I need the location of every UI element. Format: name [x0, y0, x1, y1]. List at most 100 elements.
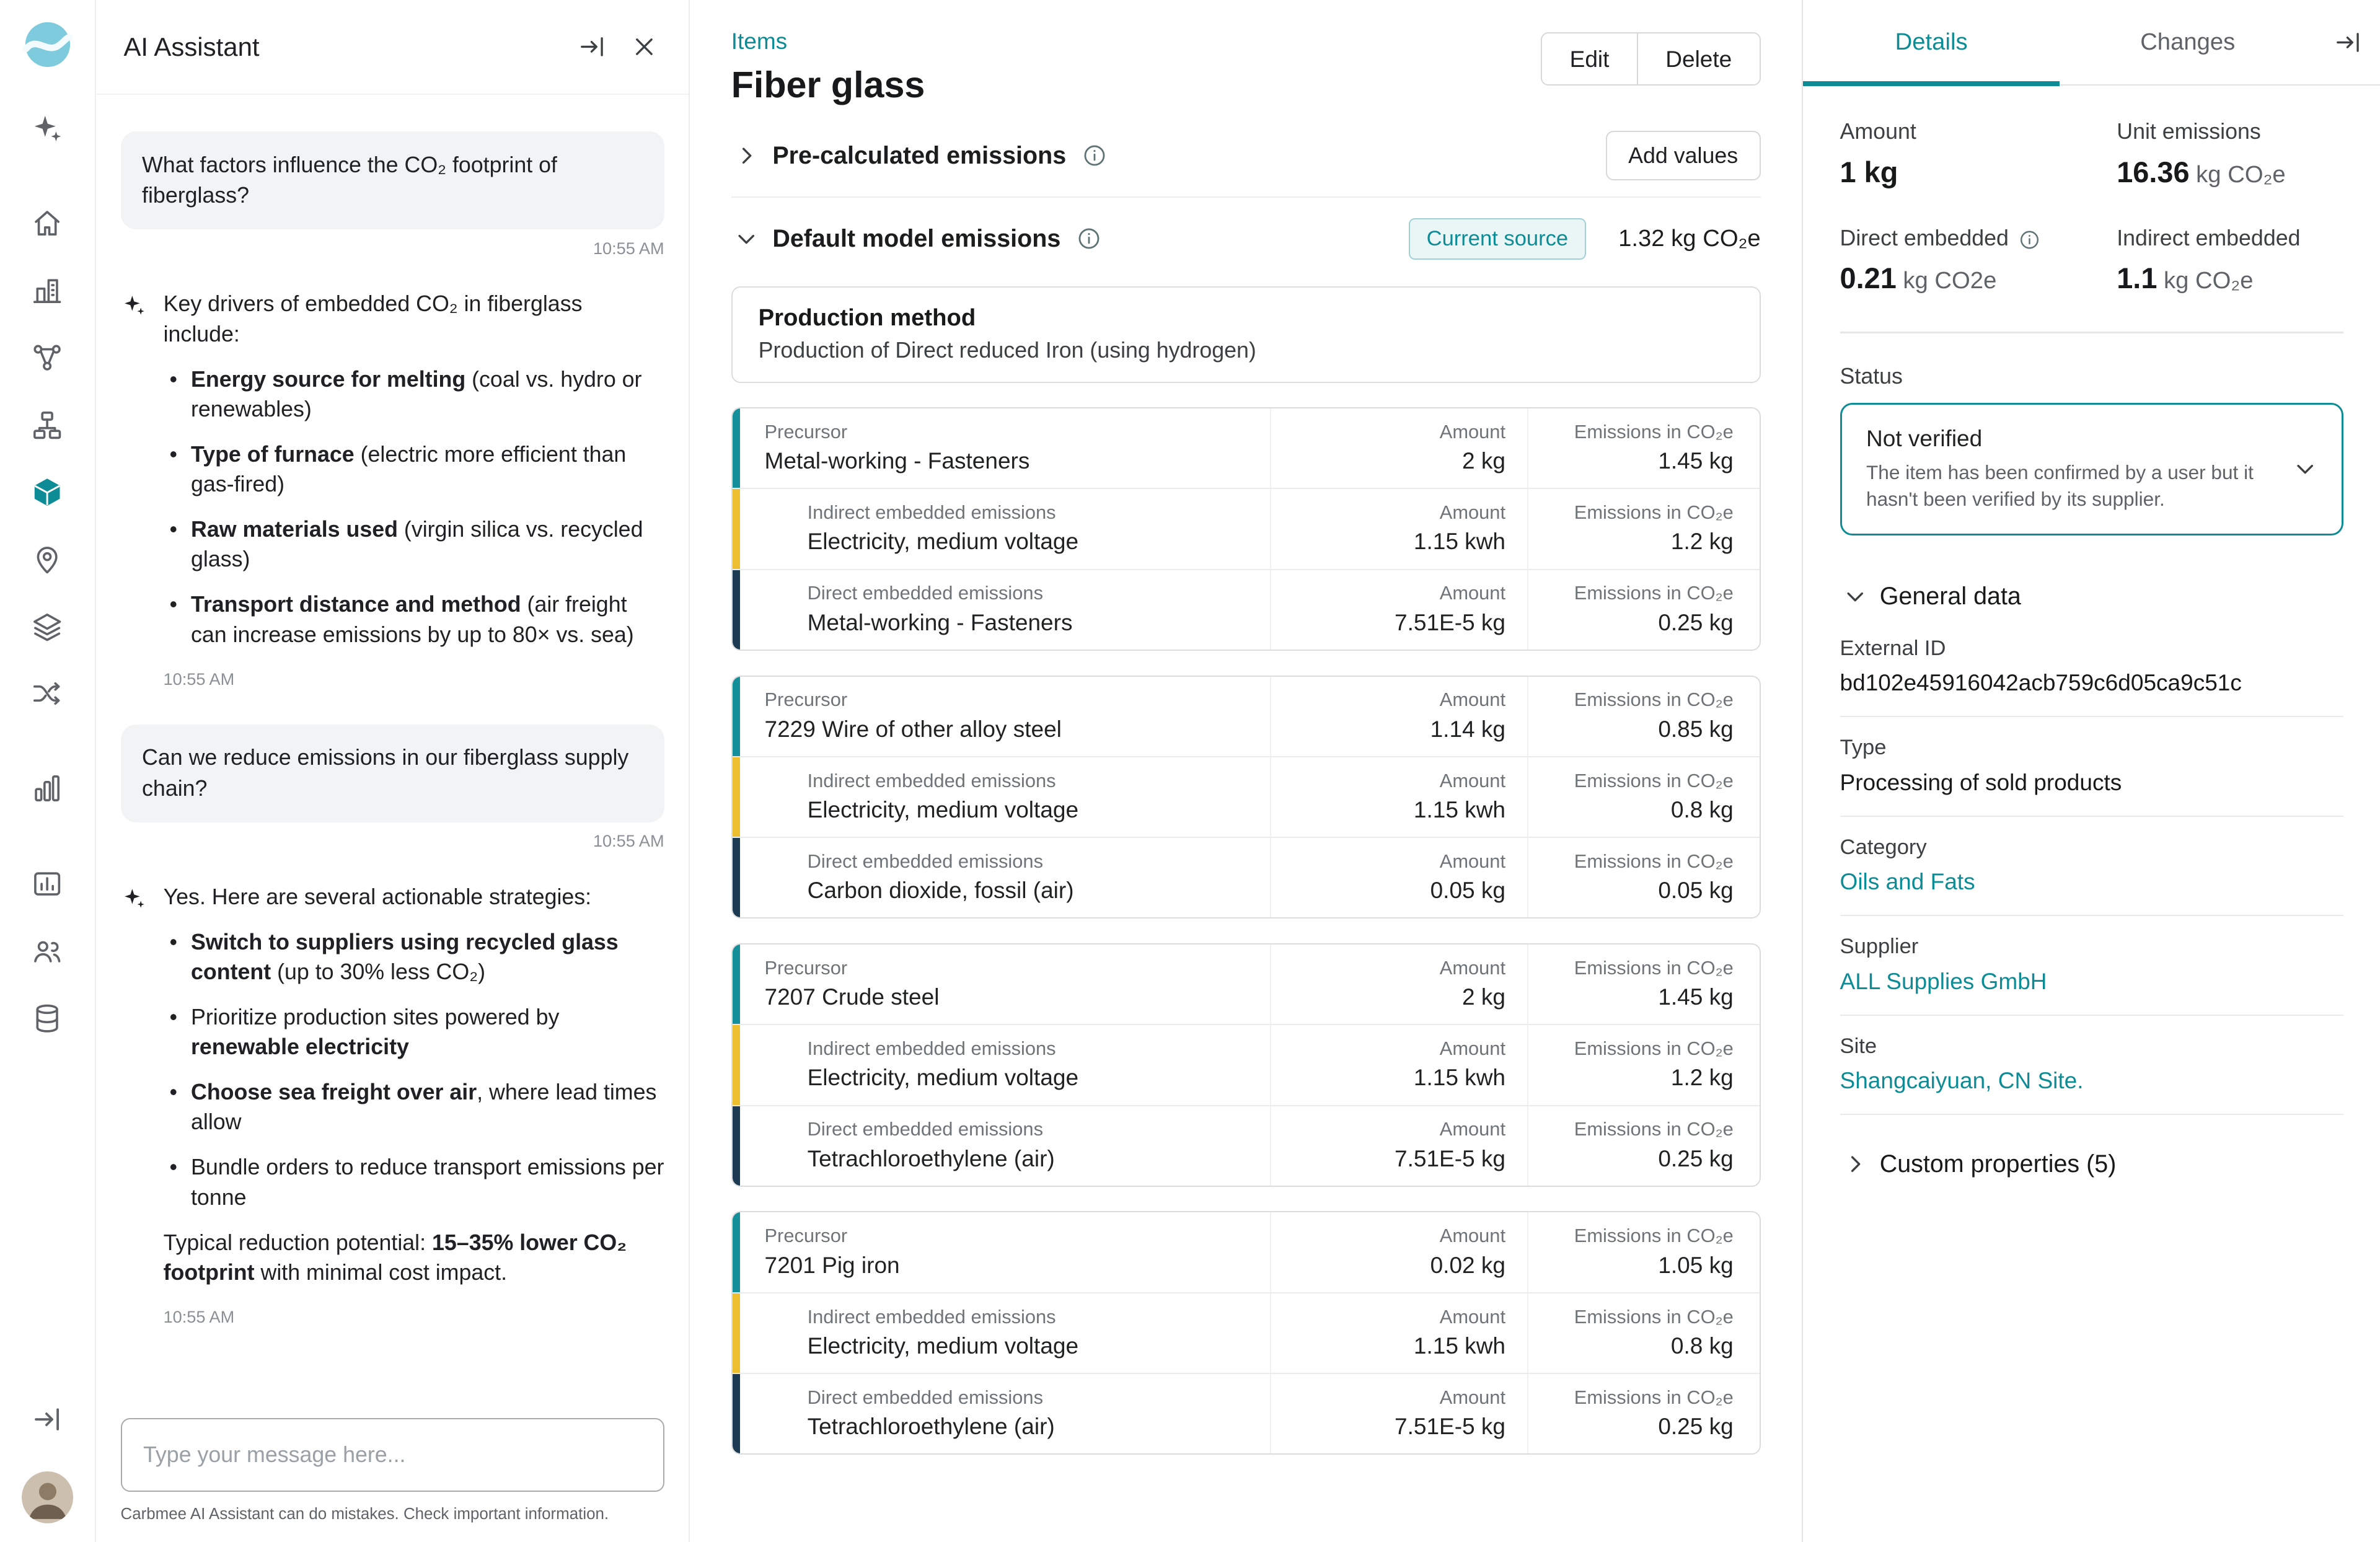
precursor-card: Precursor 7201 Pig iron Amount 0.02 kg Emi… — [731, 1211, 1761, 1455]
amount-label: Amount — [1439, 769, 1506, 791]
indirect-emissions-row: Indirect embedded emissions Electricity, … — [732, 756, 1760, 837]
chevron-down-icon[interactable] — [731, 224, 762, 254]
list-item: Prioritize production sites powered by r… — [169, 1002, 664, 1062]
field-category: Category Oils and Fats — [1840, 817, 2343, 917]
page-title: Fiber glass — [731, 63, 925, 105]
nav-items-cube-icon[interactable] — [17, 464, 78, 522]
emissions-value: 0.85 kg — [1658, 715, 1734, 742]
production-method-title: Production method — [758, 304, 976, 332]
supplier-link[interactable]: ALL Supplies GmbH — [1840, 967, 2047, 994]
amount-value: 0.05 kg — [1430, 877, 1506, 904]
indirect-strip — [732, 489, 741, 569]
stat-label: Unit emissions — [2117, 119, 2261, 144]
nav-sitemap-icon[interactable] — [17, 396, 78, 454]
amount-value: 2 kg — [1462, 984, 1506, 1010]
category-link[interactable]: Oils and Fats — [1840, 868, 1975, 895]
field-label: Type — [1840, 736, 1887, 760]
direct-strip — [732, 1374, 741, 1454]
precursor-strip — [732, 676, 741, 756]
delete-button[interactable]: Delete — [1636, 33, 1760, 85]
ai-assistant-panel: AI Assistant What factors influence the … — [95, 0, 690, 1542]
status-dropdown[interactable]: Not verified The item has been confirmed… — [1840, 403, 2343, 535]
amount-label: Amount — [1439, 956, 1506, 979]
amount-label: Amount — [1439, 501, 1506, 524]
direct-strip — [732, 1106, 741, 1186]
emissions-label: Emissions in CO₂e — [1574, 689, 1734, 711]
app-logo[interactable] — [22, 19, 74, 71]
nav-network-icon[interactable] — [17, 329, 78, 387]
precursor-strip — [732, 408, 741, 488]
emissions-label: Emissions in CO₂e — [1574, 582, 1734, 604]
add-values-button[interactable]: Add values — [1605, 131, 1761, 180]
row-name: Electricity, medium voltage — [807, 1064, 1079, 1091]
field-external-id: External ID bd102e45916042acb759c6d05ca9… — [1840, 618, 2343, 718]
nav-location-icon[interactable] — [17, 531, 78, 589]
ai-message-intro: Yes. Here are several actionable strateg… — [163, 884, 592, 909]
emissions-value: 0.05 kg — [1658, 877, 1734, 904]
info-icon[interactable] — [2018, 227, 2041, 250]
amount-label: Amount — [1439, 420, 1506, 443]
field-label: Supplier — [1840, 935, 1919, 959]
nav-layers-icon[interactable] — [17, 598, 78, 656]
nav-bar-chart-icon[interactable] — [17, 760, 78, 818]
field-type: Type Processing of sold products — [1840, 717, 2343, 817]
tab-details[interactable]: Details — [1803, 0, 2060, 87]
amount-label: Amount — [1439, 1386, 1506, 1408]
row-name: Carbon dioxide, fossil (air) — [807, 877, 1074, 904]
chat-message-input[interactable] — [120, 1418, 664, 1492]
info-icon[interactable] — [1082, 143, 1108, 169]
close-icon[interactable] — [619, 21, 671, 73]
row-name: Electricity, medium voltage — [807, 528, 1079, 555]
section-title[interactable]: Default model emissions — [772, 224, 1061, 252]
nav-ai-sparkle-icon[interactable] — [17, 99, 78, 157]
collapse-rail-icon[interactable] — [17, 1390, 78, 1448]
emission-stats: Amount 1 kg Unit emissions 16.36 kg CO₂e… — [1840, 119, 2343, 295]
chevron-right-icon[interactable] — [731, 141, 762, 171]
nav-home-icon[interactable] — [17, 194, 78, 252]
edit-button[interactable]: Edit — [1542, 33, 1637, 85]
production-method-value: Production of Direct reduced Iron (using… — [758, 337, 1256, 363]
emissions-label: Emissions in CO₂e — [1574, 420, 1734, 443]
row-name: Metal-working - Fasteners — [764, 447, 1030, 474]
sparkle-icon — [121, 882, 148, 1329]
emissions-value: 0.8 kg — [1670, 1332, 1734, 1359]
nav-report-icon[interactable] — [17, 855, 78, 913]
amount-label: Amount — [1439, 1118, 1506, 1140]
nav-database-icon[interactable] — [17, 989, 78, 1047]
row-type-label: Indirect embedded emissions — [807, 1305, 1056, 1328]
divider — [1840, 332, 2343, 333]
field-value: bd102e45916042acb759c6d05ca9c51c — [1840, 669, 2242, 696]
indirect-strip — [732, 1293, 741, 1373]
row-type-label: Precursor — [764, 420, 848, 443]
direct-strip — [732, 570, 741, 650]
amount-value: 0.02 kg — [1430, 1251, 1506, 1278]
emissions-label: Emissions in CO₂e — [1574, 1386, 1734, 1408]
precursor-strip — [732, 944, 741, 1024]
site-link[interactable]: Shangcaiyuan, CN Site. — [1840, 1067, 2084, 1094]
total-emissions-value: 1.32 kg CO₂e — [1618, 225, 1761, 252]
section-title[interactable]: Pre-calculated emissions — [772, 141, 1067, 169]
field-label: Category — [1840, 835, 1927, 859]
emissions-label: Emissions in CO₂e — [1574, 769, 1734, 791]
field-label: Site — [1840, 1034, 1877, 1058]
emissions-value: 0.25 kg — [1658, 609, 1734, 635]
open-side-panel-icon[interactable] — [566, 21, 619, 73]
nav-analytics-icon[interactable] — [17, 262, 78, 320]
precursor-card: Precursor 7207 Crude steel Amount 2 kg Emi… — [731, 943, 1761, 1187]
emissions-value: 1.05 kg — [1658, 1251, 1734, 1278]
expand-panel-icon[interactable] — [2316, 16, 2380, 68]
chat-history: What factors influence the CO₂ footprint… — [96, 95, 689, 1403]
general-data-header[interactable]: General data — [1840, 581, 2343, 612]
nav-shuffle-icon[interactable] — [17, 665, 78, 723]
nav-users-icon[interactable] — [17, 922, 78, 980]
info-icon[interactable] — [1076, 226, 1102, 252]
ai-message-summary: Typical reduction potential: 15–35% lowe… — [163, 1230, 627, 1285]
icon-rail — [0, 0, 95, 1542]
row-type-label: Indirect embedded emissions — [807, 769, 1056, 791]
custom-properties-header[interactable]: Custom properties (5) — [1840, 1149, 2343, 1179]
row-type-label: Direct embedded emissions — [807, 850, 1043, 872]
tab-changes[interactable]: Changes — [2140, 29, 2236, 56]
breadcrumb[interactable]: Items — [731, 28, 788, 55]
precursor-row: Precursor 7207 Crude steel Amount 2 kg Emi… — [732, 944, 1760, 1024]
user-avatar[interactable] — [21, 1471, 74, 1524]
